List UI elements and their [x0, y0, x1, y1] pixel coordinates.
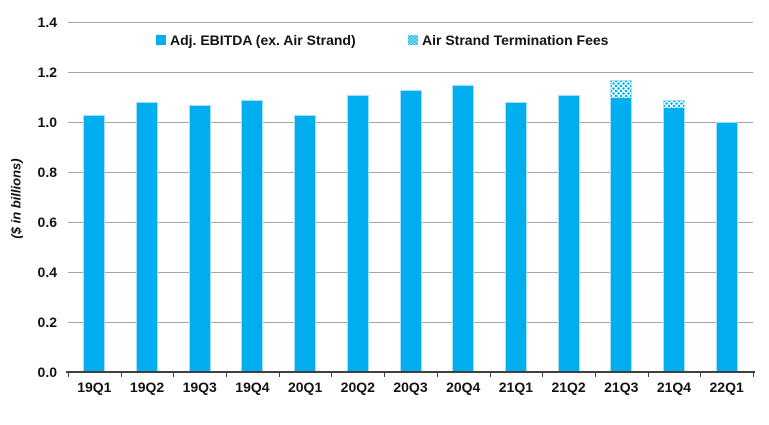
gridline [68, 71, 753, 73]
x-axis-tick-mark [278, 372, 280, 377]
y-axis-tick-label: 1.2 [37, 64, 57, 80]
bar-segment-ebitda [347, 95, 368, 372]
x-axis-tick-mark [120, 372, 122, 377]
bar-segment-ebitda [611, 98, 632, 372]
bar-19Q1 [83, 114, 106, 372]
y-axis-tick-label: 0.6 [37, 214, 57, 230]
bar-segment-termination-fees [663, 100, 684, 108]
bar-segment-ebitda [453, 85, 474, 372]
bar-segment-ebitda [400, 90, 421, 372]
x-axis-tick-mark [594, 372, 596, 377]
y-axis-tick-label: 1.0 [37, 114, 57, 130]
y-axis-tick-label: 0.8 [37, 164, 57, 180]
bar-19Q2 [136, 102, 159, 372]
bar-21Q3 [610, 79, 633, 372]
x-axis-line [66, 371, 755, 373]
x-axis-tick-label: 20Q2 [340, 379, 375, 395]
x-axis-tick-label: 21Q2 [551, 379, 586, 395]
x-axis-tick-mark [647, 372, 649, 377]
bar-19Q4 [241, 99, 264, 372]
x-axis-tick-mark [331, 372, 333, 377]
x-axis-tick-label: 19Q1 [77, 379, 112, 395]
bar-20Q3 [399, 89, 422, 372]
bar-21Q1 [504, 102, 527, 372]
x-axis-tick-mark [68, 372, 69, 377]
y-axis-tick-label: 0.4 [37, 264, 57, 280]
x-axis-tick-label: 21Q1 [498, 379, 533, 395]
x-axis-tick-mark [753, 372, 754, 377]
bar-segment-ebitda [295, 115, 316, 372]
x-axis-tick-mark [489, 372, 491, 377]
bar-20Q4 [452, 84, 475, 372]
y-axis-tick-label: 0.2 [37, 314, 57, 330]
bar-segment-ebitda [505, 103, 526, 372]
x-axis-tick-mark [173, 372, 175, 377]
x-axis-tick-mark [436, 372, 438, 377]
legend-solid-square-icon [156, 35, 166, 45]
y-axis-title: ($ in billions) [8, 158, 24, 239]
bar-segment-ebitda [663, 108, 684, 372]
bar-segment-ebitda [558, 95, 579, 372]
bar-20Q1 [294, 114, 317, 372]
x-axis-tick-label: 19Q2 [129, 379, 165, 395]
bar-21Q2 [557, 94, 580, 372]
y-axis-tick-label: 1.4 [37, 14, 57, 30]
y-axis-tick-label: 0.0 [37, 364, 57, 380]
x-axis-tick-mark [226, 372, 228, 377]
bar-20Q2 [346, 94, 369, 372]
x-axis-tick-label: 19Q3 [182, 379, 217, 395]
x-axis-tick-label: 19Q4 [235, 379, 270, 395]
x-axis-tick-label: 20Q4 [446, 379, 481, 395]
x-axis-tick-label: 21Q3 [604, 379, 639, 395]
x-axis-tick-label: 22Q1 [709, 379, 744, 395]
legend-item-ebitda: Adj. EBITDA (ex. Air Strand) [156, 32, 356, 48]
bar-segment-ebitda [137, 103, 158, 372]
bar-segment-ebitda [189, 105, 210, 372]
bar-segment-ebitda [716, 123, 737, 372]
x-axis-tick-label: 20Q1 [287, 379, 323, 395]
legend-dotted-square-icon [408, 35, 418, 45]
legend-item-termination-fees: Air Strand Termination Fees [408, 32, 608, 48]
bar-segment-termination-fees [611, 80, 632, 98]
legend-label-ebitda: Adj. EBITDA (ex. Air Strand) [170, 32, 356, 48]
bar-segment-ebitda [84, 115, 105, 372]
bar-22Q1 [715, 122, 738, 372]
gridline [68, 21, 753, 23]
bar-21Q4 [662, 99, 685, 372]
x-axis-tick-mark [542, 372, 544, 377]
bar-segment-ebitda [242, 100, 263, 372]
x-axis-tick-label: 20Q3 [393, 379, 428, 395]
x-axis-tick-mark [384, 372, 386, 377]
bar-19Q3 [188, 104, 211, 372]
x-axis-tick-label: 21Q4 [656, 379, 692, 395]
x-axis-tick-mark [700, 372, 702, 377]
legend-label-termination-fees: Air Strand Termination Fees [422, 32, 609, 48]
